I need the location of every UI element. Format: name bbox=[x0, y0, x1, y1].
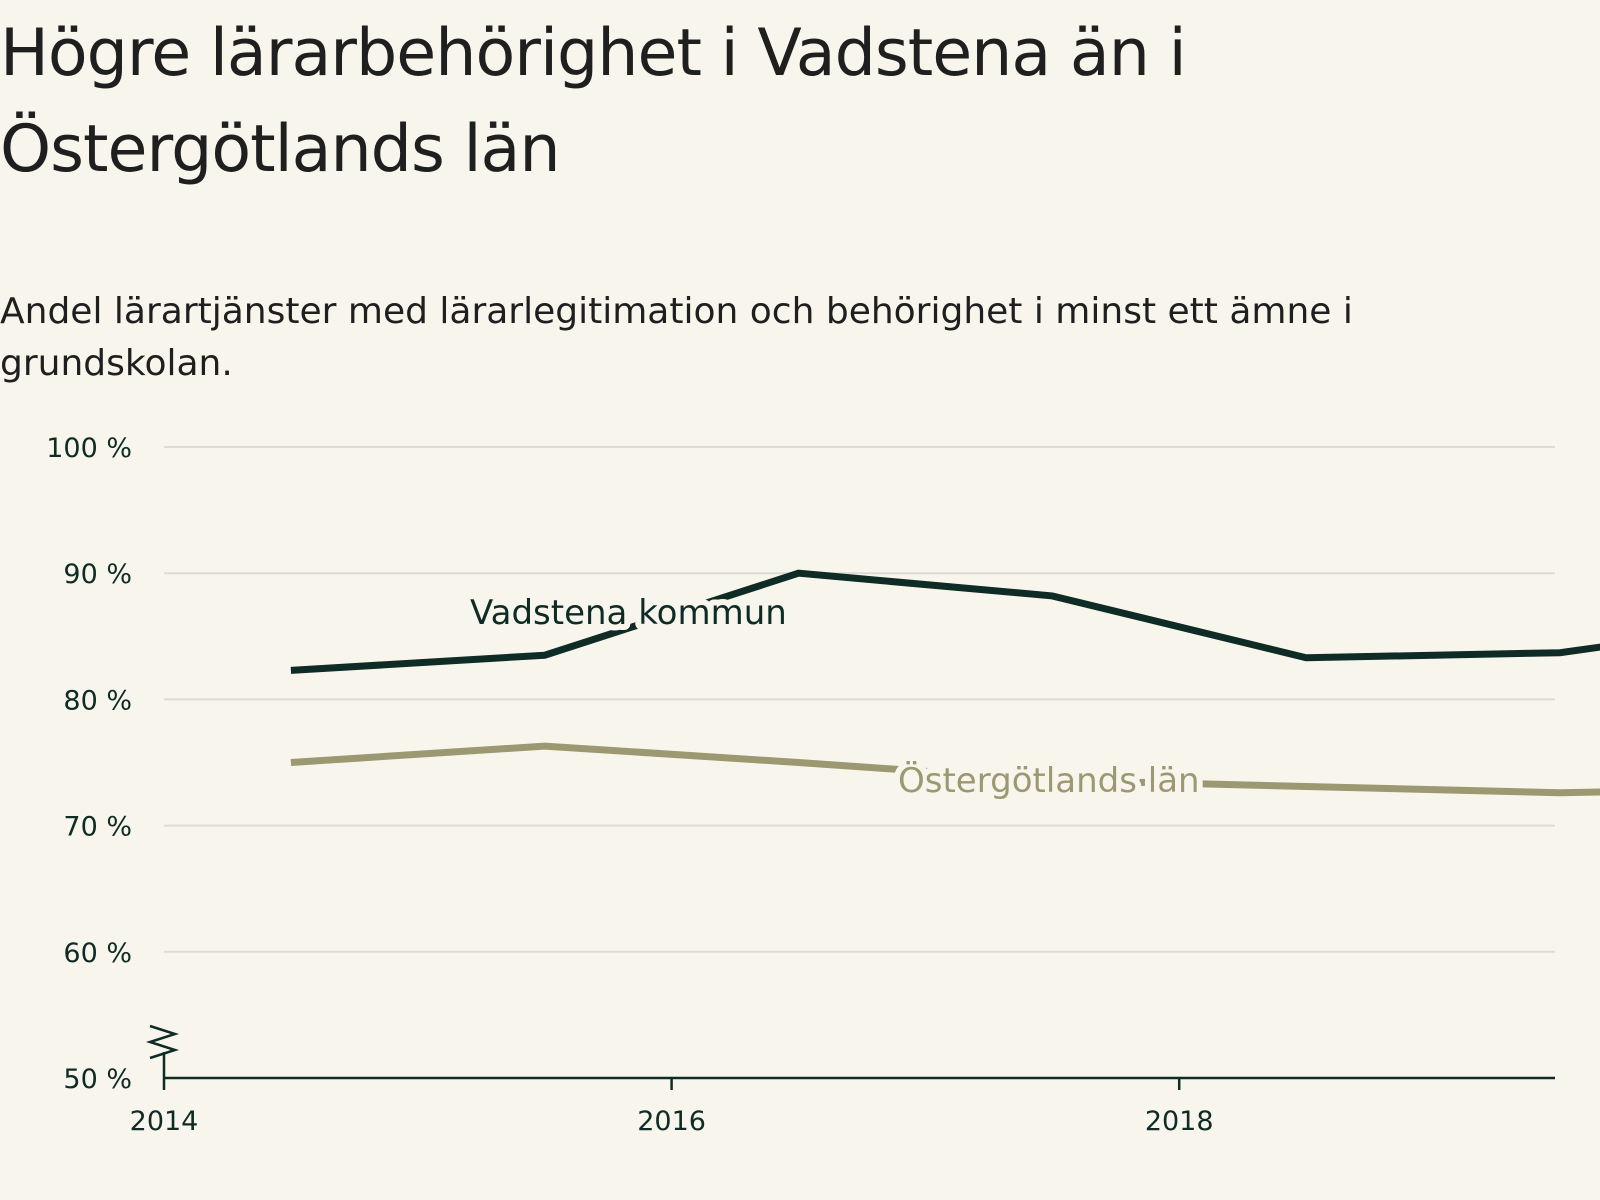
y-tick-label: 80 % bbox=[63, 685, 132, 716]
y-tick-label: 90 % bbox=[63, 559, 132, 590]
y-tick-label: 100 % bbox=[46, 433, 132, 464]
y-tick-label: 50 % bbox=[63, 1064, 132, 1095]
grid-lines bbox=[164, 446, 1555, 953]
vadstena-line bbox=[290, 569, 1600, 674]
y-tick-label: 70 % bbox=[63, 812, 132, 843]
chart-subtitle: Andel lärartjänster med lärarlegitimatio… bbox=[0, 291, 1353, 384]
chart-title: Högre lärarbehörighet i Vadstena än i Ös… bbox=[0, 16, 1187, 187]
vadstena-series-label: Vadstena kommun bbox=[470, 593, 787, 633]
ostergotland-line bbox=[290, 742, 1600, 797]
ostergotland-series-label: Östergötlands län bbox=[898, 760, 1200, 801]
axes: 50 %60 %70 %80 %90 %100 %201420162018202… bbox=[46, 433, 1555, 1137]
axis-break-icon bbox=[145, 1024, 180, 1060]
x-tick-label: 2018 bbox=[1145, 1106, 1214, 1137]
x-tick-label: 2016 bbox=[637, 1106, 706, 1137]
x-tick-label: 2014 bbox=[130, 1106, 199, 1137]
series-lines bbox=[290, 569, 1600, 797]
y-tick-label: 60 % bbox=[63, 938, 132, 969]
